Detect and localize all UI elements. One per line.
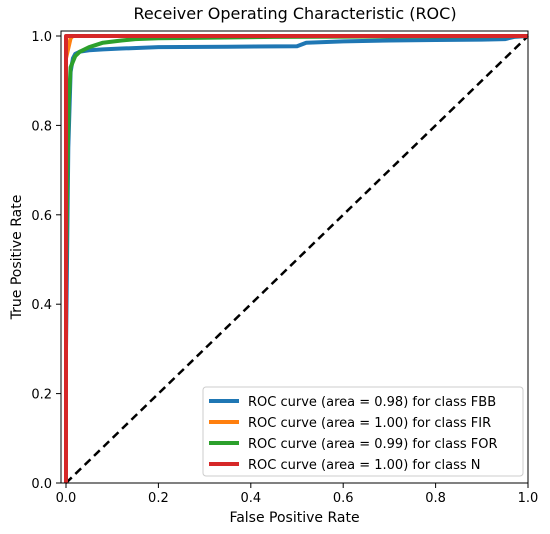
- y-tick-label-5: 1.0: [31, 30, 52, 45]
- x-tick-label-2: 0.4: [240, 491, 261, 506]
- x-tick-label-4: 0.8: [425, 491, 446, 506]
- legend-box: [202, 386, 524, 477]
- x-axis-label: False Positive Rate: [229, 510, 359, 526]
- legend-label-2: ROC curve (area = 0.99) for class FOR: [248, 437, 498, 452]
- legend-label-3: ROC curve (area = 1.00) for class N: [248, 458, 481, 473]
- y-tick-label-3: 0.6: [31, 209, 52, 224]
- x-tick-label-5: 1.0: [518, 491, 539, 506]
- reference-line-group: [65, 35, 529, 484]
- legend: ROC curve (area = 0.98) for class FBB ROC…: [202, 386, 524, 477]
- plot-border: [60, 30, 529, 484]
- series-group: [64, 34, 529, 483]
- x-axis: 0.0 0.2 0.4 0.6 0.8 1.0: [56, 483, 539, 506]
- y-tick-label-4: 0.8: [31, 119, 52, 134]
- reference-diagonal-line: [65, 35, 529, 484]
- y-tick-label-2: 0.4: [31, 298, 52, 313]
- x-tick-label-0: 0.0: [56, 491, 77, 506]
- x-tick-label-1: 0.2: [148, 491, 169, 506]
- x-tick-label-3: 0.6: [333, 491, 354, 506]
- series-line-3: [64, 34, 528, 483]
- y-tick-label-0: 0.0: [31, 477, 52, 492]
- legend-label-1: ROC curve (area = 1.00) for class FIR: [248, 416, 491, 431]
- y-axis-label: True Positive Rate: [9, 195, 25, 321]
- chart-title: Receiver Operating Characteristic (ROC): [133, 4, 456, 23]
- y-tick-label-1: 0.2: [31, 388, 52, 403]
- y-axis: 0.0 0.2 0.4 0.6 0.8 1.0: [31, 30, 61, 492]
- legend-label-0: ROC curve (area = 0.98) for class FBB: [248, 395, 496, 410]
